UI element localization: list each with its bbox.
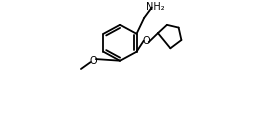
Text: O: O <box>143 36 150 46</box>
Text: NH₂: NH₂ <box>146 2 165 12</box>
Text: O: O <box>89 56 97 66</box>
